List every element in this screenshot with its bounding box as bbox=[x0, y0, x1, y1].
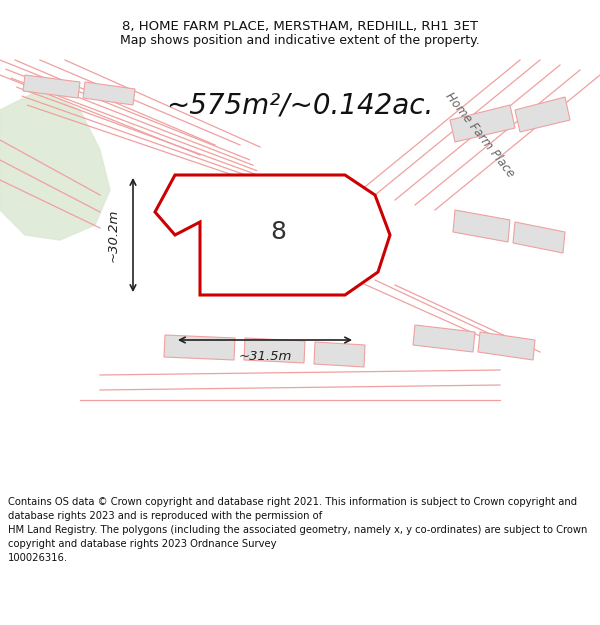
Polygon shape bbox=[23, 75, 80, 98]
Text: 8, HOME FARM PLACE, MERSTHAM, REDHILL, RH1 3ET: 8, HOME FARM PLACE, MERSTHAM, REDHILL, R… bbox=[122, 20, 478, 33]
Text: Home Farm Place: Home Farm Place bbox=[443, 90, 517, 180]
Polygon shape bbox=[244, 338, 305, 363]
Text: ~31.5m: ~31.5m bbox=[238, 349, 292, 362]
Polygon shape bbox=[453, 210, 510, 242]
Polygon shape bbox=[0, 90, 110, 240]
Polygon shape bbox=[515, 97, 570, 132]
Text: ~575m²/~0.142ac.: ~575m²/~0.142ac. bbox=[166, 91, 434, 119]
Polygon shape bbox=[413, 325, 475, 352]
Polygon shape bbox=[314, 342, 365, 367]
Polygon shape bbox=[513, 222, 565, 253]
Polygon shape bbox=[210, 190, 335, 280]
Text: ~30.2m: ~30.2m bbox=[107, 208, 119, 262]
Polygon shape bbox=[164, 335, 235, 360]
Polygon shape bbox=[450, 105, 515, 142]
Polygon shape bbox=[83, 82, 135, 105]
Polygon shape bbox=[478, 332, 535, 360]
Text: Map shows position and indicative extent of the property.: Map shows position and indicative extent… bbox=[120, 34, 480, 47]
Polygon shape bbox=[155, 175, 390, 295]
Text: 8: 8 bbox=[270, 220, 286, 244]
Text: Contains OS data © Crown copyright and database right 2021. This information is : Contains OS data © Crown copyright and d… bbox=[8, 497, 587, 563]
